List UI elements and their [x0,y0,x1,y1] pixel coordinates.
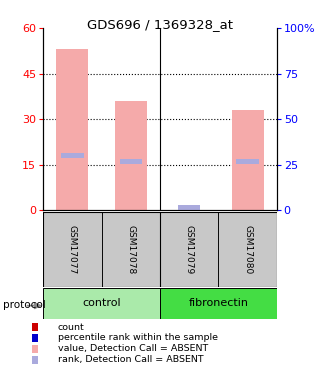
Text: protocol: protocol [3,300,46,309]
Bar [178,205,200,210]
Text: GSM17077: GSM17077 [68,225,77,274]
Bar [61,153,84,158]
Bar [236,159,259,164]
Bar [115,101,147,210]
Bar [120,159,142,164]
Bar [43,212,102,287]
Text: count: count [58,322,84,332]
Text: control: control [82,298,121,308]
Bar [219,212,277,287]
Text: GSM17078: GSM17078 [126,225,135,274]
Text: GDS696 / 1369328_at: GDS696 / 1369328_at [87,18,233,31]
Bar [232,110,264,210]
Text: GSM17080: GSM17080 [243,225,252,274]
Text: value, Detection Call = ABSENT: value, Detection Call = ABSENT [58,344,208,353]
Bar [160,288,277,319]
Text: percentile rank within the sample: percentile rank within the sample [58,333,218,342]
Bar [102,212,160,287]
Bar [56,50,88,210]
Text: GSM17079: GSM17079 [185,225,194,274]
Text: fibronectin: fibronectin [188,298,248,308]
Bar [160,212,219,287]
Text: rank, Detection Call = ABSENT: rank, Detection Call = ABSENT [58,355,203,364]
Bar [43,288,160,319]
